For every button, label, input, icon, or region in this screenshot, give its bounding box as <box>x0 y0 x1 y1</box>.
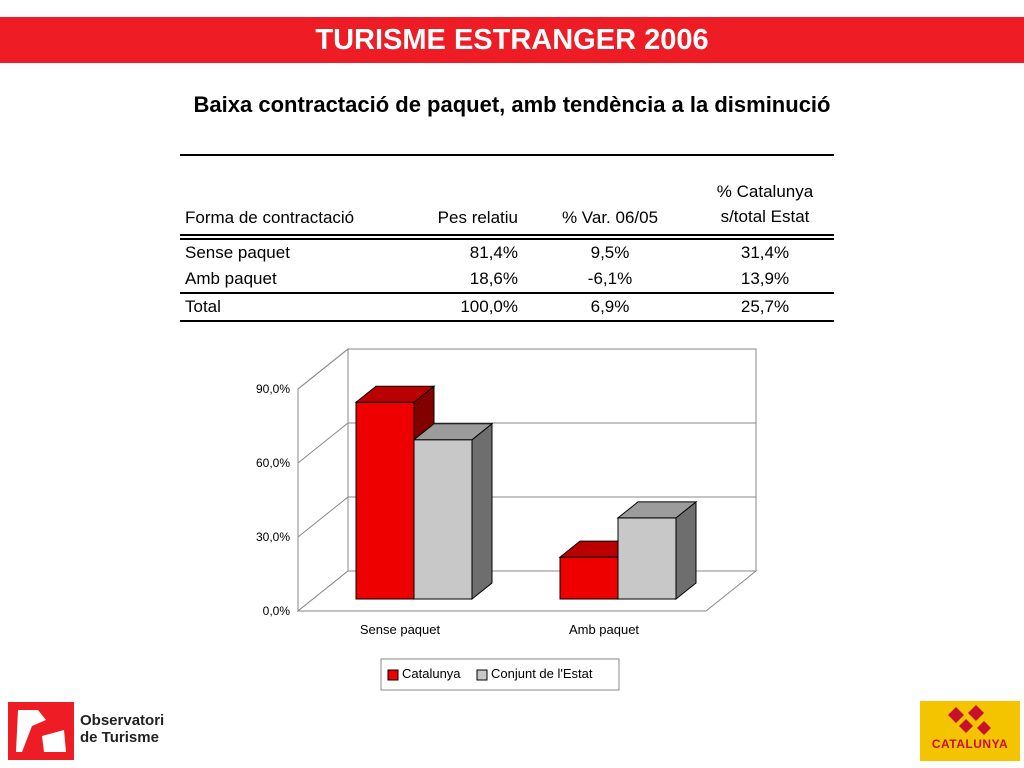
bar-side <box>675 500 697 601</box>
table-rule-top <box>180 154 834 156</box>
observatori-logo-text: Observatori de Turisme <box>80 712 164 746</box>
table-rule-bottom <box>180 320 834 322</box>
bar-top <box>354 385 436 403</box>
header-var: % Var. 06/05 <box>561 208 659 227</box>
bar-top <box>412 423 494 441</box>
legend-swatch <box>476 669 488 681</box>
legend-label: Catalunya <box>402 666 461 681</box>
page-title: TURISME ESTRANGER 2006 <box>315 24 709 56</box>
cell: 6,9% <box>590 297 630 316</box>
cell: 13,9% <box>740 269 790 288</box>
gridline <box>297 348 756 390</box>
cell: 81,4% <box>469 243 518 262</box>
table-header: Forma de contractació Pes relatiu % Var.… <box>180 156 834 234</box>
table-row: Amb paquet 18,6% -6,1% 13,9% <box>180 266 834 292</box>
observatori-logo-icon <box>8 702 74 760</box>
table-row: Sense paquet 81,4% 9,5% 31,4% <box>180 240 834 266</box>
cell: 25,7% <box>740 297 790 316</box>
table-rule-double <box>180 234 834 240</box>
header-forma: Forma de contractació <box>185 208 355 227</box>
header-band <box>0 17 1024 63</box>
cell: Sense paquet <box>185 243 290 262</box>
cell: Total <box>185 297 221 316</box>
gridline <box>297 496 756 538</box>
table-row-total: Total 100,0% 6,9% 25,7% <box>180 294 834 320</box>
bar-front <box>559 556 619 600</box>
bar-front <box>413 439 473 600</box>
cell: 9,5% <box>590 243 630 262</box>
legend-box <box>380 658 620 691</box>
bar-front <box>355 401 415 600</box>
y-tick-label: 0,0% <box>263 604 291 618</box>
bar-top <box>616 501 698 519</box>
catalunya-logo: CATALUNYA <box>920 701 1020 761</box>
y-tick-label: 30,0% <box>256 530 290 544</box>
cell: Amb paquet <box>185 269 277 288</box>
cell: -6,1% <box>587 269 633 288</box>
table-rule-total <box>180 292 834 294</box>
y-tick-label: 90,0% <box>256 382 290 396</box>
bar-front <box>617 517 677 600</box>
x-tick-label: Sense paquet <box>360 622 441 637</box>
legend-swatch <box>387 669 399 681</box>
observatori-line2: de Turisme <box>80 729 159 746</box>
header-catalunya-line1: % Catalunya <box>716 182 814 201</box>
cell: 31,4% <box>740 243 790 262</box>
cell: 18,6% <box>469 269 518 288</box>
cell: 100,0% <box>460 297 518 316</box>
catalunya-logo-icon <box>948 705 991 735</box>
chart-side-wall <box>297 347 349 613</box>
bar-side <box>471 422 493 601</box>
header-pes: Pes relatiu <box>437 208 518 227</box>
catalunya-logo-text: CATALUNYA <box>931 737 1009 751</box>
x-tick-label: Amb paquet <box>569 622 639 637</box>
y-tick-label: 60,0% <box>256 456 290 470</box>
page-subtitle: Baixa contractació de paquet, amb tendèn… <box>193 92 831 117</box>
gridline <box>297 422 756 464</box>
legend-label: Conjunt de l'Estat <box>491 666 593 681</box>
observatori-line1: Observatori <box>80 712 165 729</box>
stats-table: Forma de contractació Pes relatiu % Var.… <box>180 154 834 322</box>
header-catalunya-line2: s/total Estat <box>720 207 810 226</box>
